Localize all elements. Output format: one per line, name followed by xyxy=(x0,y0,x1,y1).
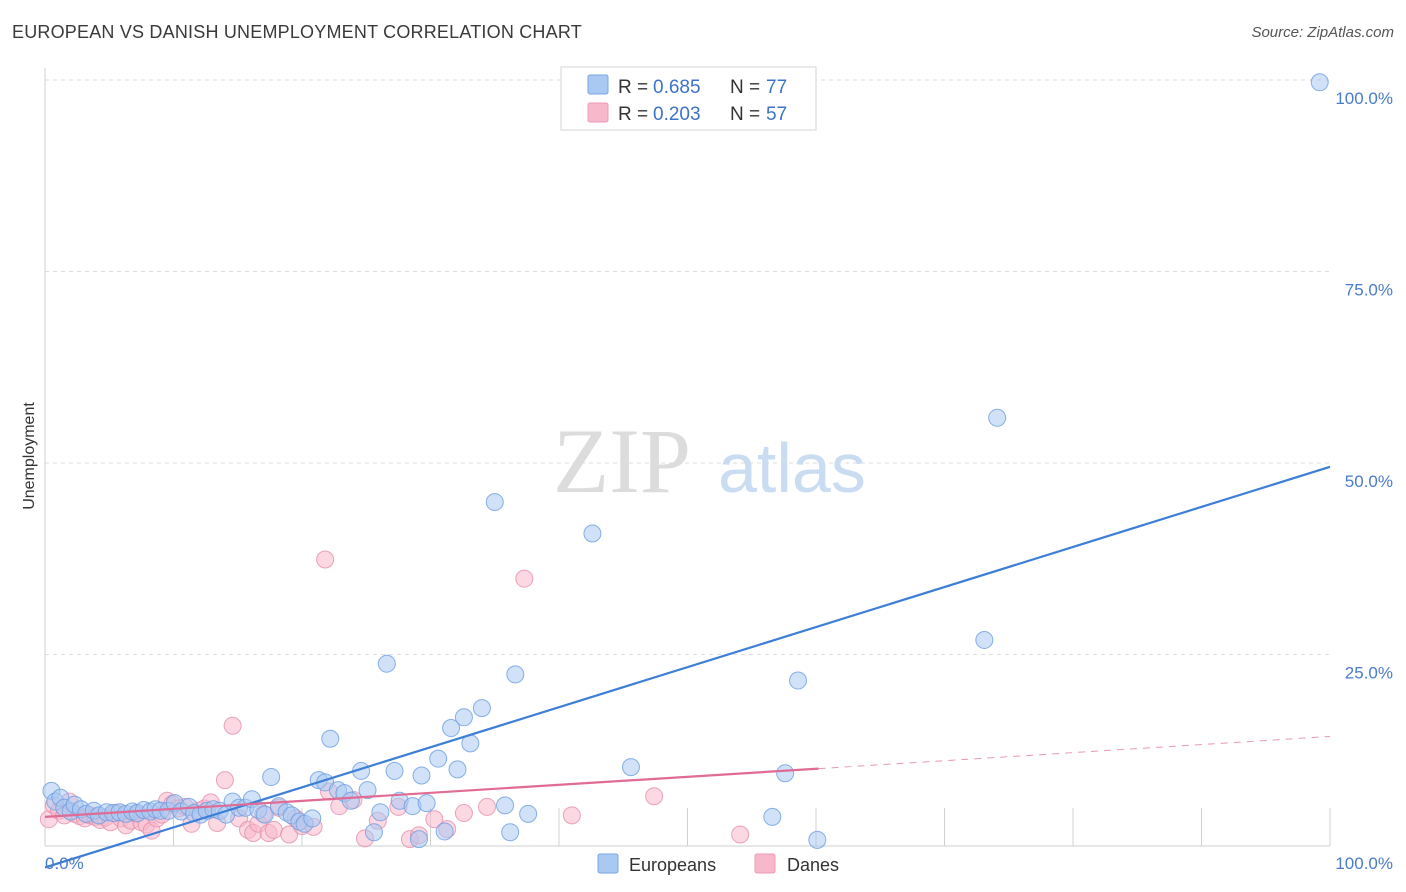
europeans-point-68 xyxy=(496,796,515,815)
europeans-point-80 xyxy=(1310,73,1329,92)
europeans-point-75 xyxy=(776,764,795,783)
europeans-point-35 xyxy=(255,805,274,824)
legend-n-value-europeans: 77 xyxy=(766,77,787,98)
europeans-point-64 xyxy=(454,708,473,727)
europeans-point-79 xyxy=(988,408,1007,427)
europeans-point-69 xyxy=(501,823,520,842)
europeans-point-57 xyxy=(409,830,428,849)
europeans-point-36 xyxy=(262,768,281,787)
trend-line-danes xyxy=(44,767,819,818)
europeans-point-73 xyxy=(621,758,640,777)
danes-point-33 xyxy=(223,716,242,735)
legend-r-label-danes: R = xyxy=(618,104,648,125)
legend-r-label-europeans: R = xyxy=(618,77,648,98)
danes-point-55 xyxy=(425,810,444,829)
europeans-point-59 xyxy=(417,794,436,813)
danes-point-57 xyxy=(454,804,473,823)
y-tick-label-25: 25.0% xyxy=(1345,664,1393,683)
danes-point-32 xyxy=(215,771,234,790)
y-tick-label-75: 75.0% xyxy=(1345,281,1393,300)
europeans-point-42 xyxy=(303,809,322,828)
danes-point-46 xyxy=(316,550,335,569)
europeans-point-71 xyxy=(519,804,538,823)
europeans-point-48 xyxy=(341,791,360,810)
europeans-point-67 xyxy=(485,493,504,512)
europeans-point-60 xyxy=(429,749,448,768)
legend-swatch-danes xyxy=(587,102,609,123)
y-tick-label-100: 100.0% xyxy=(1335,89,1393,108)
source-label: Source: ZipAtlas.com xyxy=(1251,24,1394,41)
danes-point-61 xyxy=(645,787,664,806)
legend-n-label-danes: N = xyxy=(730,104,760,125)
watermark: ZIP atlas xyxy=(553,410,866,512)
y-tick-labels: 25.0% 50.0% 75.0% 100.0% xyxy=(1335,89,1393,683)
trend-line-europeans xyxy=(44,465,1331,869)
europeans-point-53 xyxy=(377,654,396,673)
danes-point-42 xyxy=(280,825,299,844)
europeans-point-74 xyxy=(763,807,782,826)
legend-n-label-europeans: N = xyxy=(730,77,760,98)
watermark-atlas: atlas xyxy=(718,429,866,507)
europeans-point-78 xyxy=(975,630,994,649)
danes-point-40 xyxy=(264,820,283,839)
europeans-point-62 xyxy=(442,719,461,738)
europeans-point-54 xyxy=(385,761,404,780)
danes-point-59 xyxy=(515,569,534,588)
europeans-point-70 xyxy=(506,665,525,684)
europeans-point-63 xyxy=(448,760,467,779)
trend-line-danes-extension xyxy=(818,735,1331,770)
europeans-point-72 xyxy=(583,524,602,543)
bottom-legend: Europeans Danes xyxy=(597,853,839,875)
watermark-zip: ZIP xyxy=(553,410,691,512)
legend-n-value-danes: 57 xyxy=(766,104,787,125)
trend-lines xyxy=(44,465,1331,869)
legend-r-value-danes: 0.203 xyxy=(653,104,701,125)
europeans-point-66 xyxy=(472,699,491,718)
x-axis-ticks xyxy=(173,808,1331,846)
x-tick-label-max: 100.0% xyxy=(1335,854,1393,873)
europeans-point-61 xyxy=(435,822,454,841)
gridlines xyxy=(45,79,1330,655)
legend-swatch-europeans xyxy=(587,74,609,95)
legend-r-value-europeans: 0.685 xyxy=(653,77,701,98)
europeans-point-77 xyxy=(808,830,827,849)
danes-point-62 xyxy=(731,825,750,844)
europeans-point-76 xyxy=(789,671,808,690)
europeans-point-45 xyxy=(321,729,340,748)
y-tick-label-50: 50.0% xyxy=(1345,472,1393,491)
y-axis-title: Unemployment xyxy=(21,402,38,510)
bottom-legend-swatch-danes xyxy=(754,853,776,874)
europeans-point-58 xyxy=(412,766,431,785)
europeans-point-50 xyxy=(358,781,377,800)
bottom-legend-swatch-europeans xyxy=(597,853,619,874)
europeans-point-52 xyxy=(371,803,390,822)
danes-point-60 xyxy=(562,806,581,825)
danes-point-58 xyxy=(478,797,497,816)
europeans-point-51 xyxy=(364,823,383,842)
bottom-legend-danes: Danes xyxy=(787,855,839,875)
x-tick-label-min: 0.0% xyxy=(45,854,84,873)
chart-title: EUROPEAN VS DANISH UNEMPLOYMENT CORRELAT… xyxy=(12,22,582,42)
legend: R = 0.685 N = 77 R = 0.203 N = 57 xyxy=(560,66,817,131)
bottom-legend-europeans: Europeans xyxy=(629,855,716,875)
